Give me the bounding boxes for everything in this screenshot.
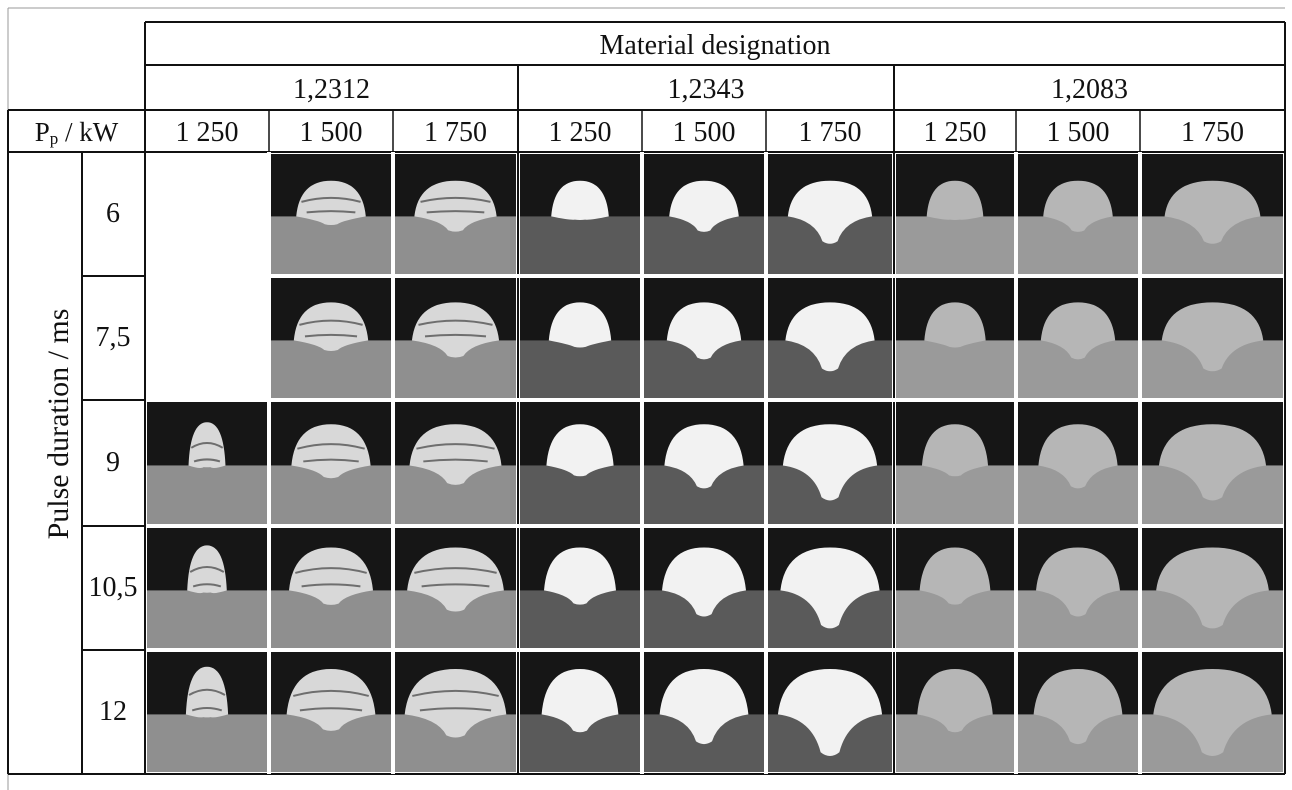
micrograph-1-2312-1500-10-5: [271, 528, 391, 648]
micrograph-1-2312-1750-12: [395, 652, 516, 772]
micrograph-1-2312-1500-6: [271, 154, 391, 274]
power-header-1-2312-1: 1 250: [175, 117, 239, 148]
micrograph-1-2083-1250-9: [896, 402, 1014, 524]
micrograph-1-2083-1750-7-5: [1142, 278, 1283, 398]
micrograph-1-2343-1500-9: [644, 402, 764, 524]
micrograph-1-2343-1250-12: [520, 652, 640, 772]
micrograph-1-2343-1750-10-5: [768, 528, 892, 648]
power-header-1-2083-1: 1 250: [923, 117, 987, 148]
micrograph-1-2312-1500-7-5: [271, 278, 391, 398]
micrograph-1-2343-1250-9: [520, 402, 640, 524]
micrograph-1-2083-1500-6: [1018, 154, 1138, 274]
material-label-1-2343: 1,2343: [667, 74, 745, 105]
micrograph-1-2083-1500-12: [1018, 652, 1138, 772]
micrograph-1-2083-1250-12: [896, 652, 1014, 772]
micrograph-1-2083-1750-9: [1142, 402, 1283, 524]
material-label-1-2312: 1,2312: [293, 74, 370, 105]
micrograph-1-2083-1500-9: [1018, 402, 1138, 524]
micrograph-1-2083-1500-10-5: [1018, 528, 1138, 648]
micrograph-1-2312-1750-10-5: [395, 528, 516, 648]
micrograph-1-2312-1750-9: [395, 402, 516, 524]
micrograph-1-2083-1750-12: [1142, 652, 1283, 772]
power-header-1-2343-3: 1 750: [798, 117, 862, 148]
micrograph-1-2312-1500-12: [271, 652, 391, 772]
power-subscript: p: [49, 128, 59, 148]
header-title: Material designation: [599, 29, 831, 61]
power-symbol: P: [34, 116, 50, 147]
micrograph-1-2312-1750-7-5: [395, 278, 516, 398]
pulse-duration-axis-label: Pulse duration / ms: [42, 308, 75, 540]
pulse-duration-12: 12: [99, 696, 127, 727]
micrograph-1-2343-1750-7-5: [768, 278, 892, 398]
micrograph-1-2083-1250-6: [896, 154, 1014, 274]
micrograph-1-2083-1250-7-5: [896, 278, 1014, 398]
power-header-1-2312-3: 1 750: [424, 117, 487, 148]
micrograph-1-2312-1250-9: [147, 402, 267, 524]
power-unit: / kW: [58, 116, 119, 147]
micrograph-1-2312-1250-12: [147, 652, 267, 772]
micrograph-grid: [147, 154, 1283, 772]
power-header-1-2083-3: 1 750: [1181, 117, 1244, 148]
micrograph-1-2343-1750-6: [768, 154, 892, 274]
power-header-1-2083-2: 1 500: [1046, 117, 1110, 148]
micrograph-1-2312-1250-10-5: [147, 528, 267, 648]
power-header-1-2343-2: 1 500: [672, 117, 736, 148]
micrograph-1-2083-1250-10-5: [896, 528, 1014, 648]
micrograph-1-2343-1500-6: [644, 154, 764, 274]
power-header-1-2343-1: 1 250: [548, 117, 612, 148]
micrograph-1-2343-1750-9: [768, 402, 892, 524]
micrograph-1-2312-1500-9: [271, 402, 391, 524]
table-grid-lines: [7, 7, 1286, 790]
pulse-duration-7-5: 7,5: [95, 322, 131, 353]
micrograph-1-2343-1250-6: [520, 154, 640, 274]
micrograph-1-2343-1500-10-5: [644, 528, 764, 648]
micrograph-1-2343-1250-10-5: [520, 528, 640, 648]
pulse-duration-10-5: 10,5: [88, 572, 138, 603]
micrograph-1-2083-1750-10-5: [1142, 528, 1283, 648]
pulse-duration-9: 9: [106, 447, 120, 478]
micrograph-1-2083-1500-7-5: [1018, 278, 1138, 398]
micrograph-1-2343-1750-12: [768, 652, 892, 772]
micrograph-1-2343-1250-7-5: [520, 278, 640, 398]
pulse-duration-6: 6: [106, 198, 120, 229]
micrograph-1-2343-1500-7-5: [644, 278, 764, 398]
micrograph-1-2312-1750-6: [395, 154, 516, 274]
micrograph-1-2083-1750-6: [1142, 154, 1283, 274]
material-label-1-2083: 1,2083: [1051, 74, 1128, 105]
power-header-1-2312-2: 1 500: [299, 117, 363, 148]
micrograph-1-2343-1500-12: [644, 652, 764, 772]
